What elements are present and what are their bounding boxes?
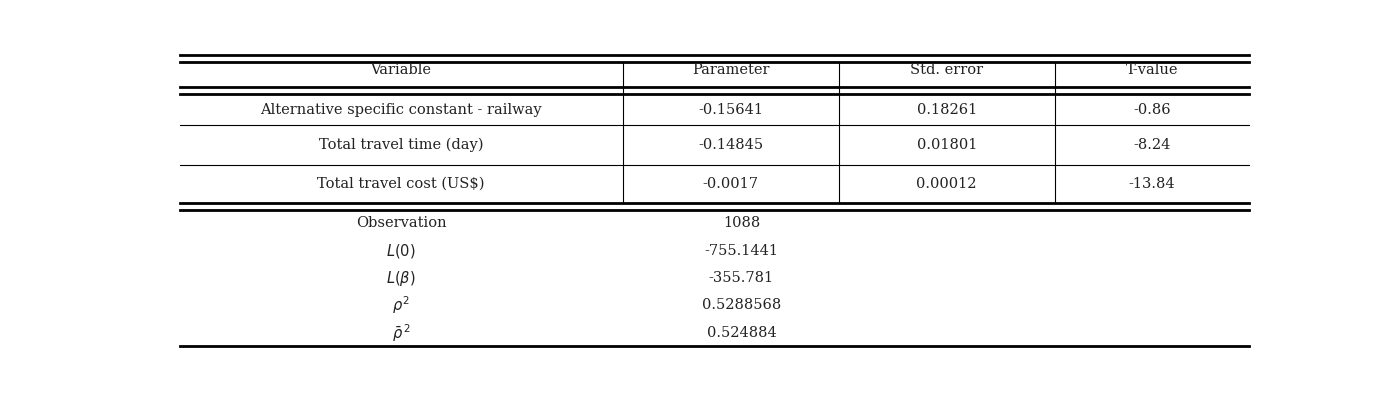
Text: -755.1441: -755.1441 bbox=[704, 244, 778, 258]
Text: Total travel time (day): Total travel time (day) bbox=[319, 138, 484, 152]
Text: 0.01801: 0.01801 bbox=[916, 138, 977, 152]
Text: Observation: Observation bbox=[355, 216, 446, 230]
Text: Total travel cost (US$): Total travel cost (US$) bbox=[318, 177, 485, 191]
Text: -13.84: -13.84 bbox=[1129, 177, 1175, 191]
Text: 0.18261: 0.18261 bbox=[917, 103, 977, 116]
Text: Parameter: Parameter bbox=[691, 63, 769, 77]
Text: T-value: T-value bbox=[1126, 63, 1178, 77]
Text: 0.524884: 0.524884 bbox=[707, 326, 776, 340]
Text: $L(0)$: $L(0)$ bbox=[386, 242, 415, 260]
Text: -8.24: -8.24 bbox=[1133, 138, 1171, 152]
Text: -355.781: -355.781 bbox=[710, 271, 774, 285]
Text: Std. error: Std. error bbox=[910, 63, 983, 77]
Text: -0.86: -0.86 bbox=[1133, 103, 1171, 116]
Text: Alternative specific constant - railway: Alternative specific constant - railway bbox=[261, 103, 542, 116]
Text: -0.14845: -0.14845 bbox=[698, 138, 763, 152]
Text: $L(\beta)$: $L(\beta)$ bbox=[386, 268, 415, 287]
Text: -0.0017: -0.0017 bbox=[703, 177, 758, 191]
Text: 0.5288568: 0.5288568 bbox=[701, 298, 781, 312]
Text: Variable: Variable bbox=[371, 63, 432, 77]
Text: $\rho^2$: $\rho^2$ bbox=[393, 295, 410, 316]
Text: 1088: 1088 bbox=[723, 216, 760, 230]
Text: 0.00012: 0.00012 bbox=[916, 177, 977, 191]
Text: -0.15641: -0.15641 bbox=[698, 103, 763, 116]
Text: $\bar{\rho}^{\,2}$: $\bar{\rho}^{\,2}$ bbox=[392, 322, 410, 344]
